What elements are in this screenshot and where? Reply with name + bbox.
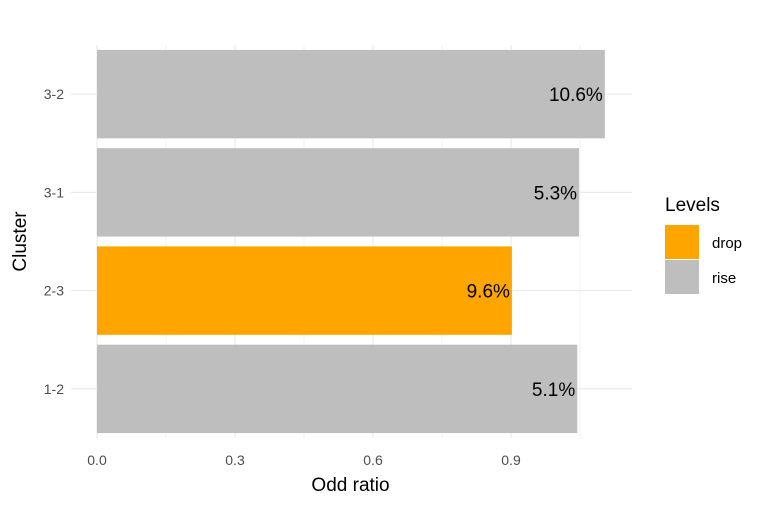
x-tick-labels: 0.0 0.3 0.6 0.9 [87, 452, 521, 468]
bar-1-2 [97, 344, 578, 434]
bar-3-1 [97, 148, 580, 237]
y-tick-label-1-2: 1-2 [44, 381, 64, 397]
y-tick-labels: 1-2 2-3 3-1 3-2 [44, 86, 64, 397]
bar-labels: 5.1% 9.6% 5.3% 10.6% [467, 85, 603, 401]
legend: Levels drop rise [665, 195, 742, 294]
x-tick-label: 0.0 [87, 452, 107, 468]
bar-label-3-2: 10.6% [549, 85, 603, 106]
bar-2-3 [97, 246, 512, 335]
legend-key-drop [665, 225, 699, 259]
x-tick-label: 0.9 [501, 452, 521, 468]
bar-3-2 [97, 49, 605, 139]
legend-key-rise [665, 260, 699, 294]
x-axis-title: Odd ratio [311, 475, 389, 496]
x-tick-label: 0.3 [225, 452, 245, 468]
legend-label-rise: rise [712, 270, 736, 287]
legend-label-drop: drop [712, 235, 742, 252]
bar-label-2-3: 9.6% [467, 282, 510, 303]
y-tick-label-3-2: 3-2 [44, 86, 64, 102]
bars [97, 49, 605, 434]
y-tick-label-3-1: 3-1 [44, 184, 64, 200]
bar-label-3-1: 5.3% [534, 183, 577, 204]
y-axis-title: Cluster [10, 211, 31, 272]
x-tick-label: 0.6 [363, 452, 383, 468]
y-tick-label-2-3: 2-3 [44, 283, 64, 299]
legend-title: Levels [665, 195, 720, 216]
bar-label-1-2: 5.1% [532, 380, 575, 401]
